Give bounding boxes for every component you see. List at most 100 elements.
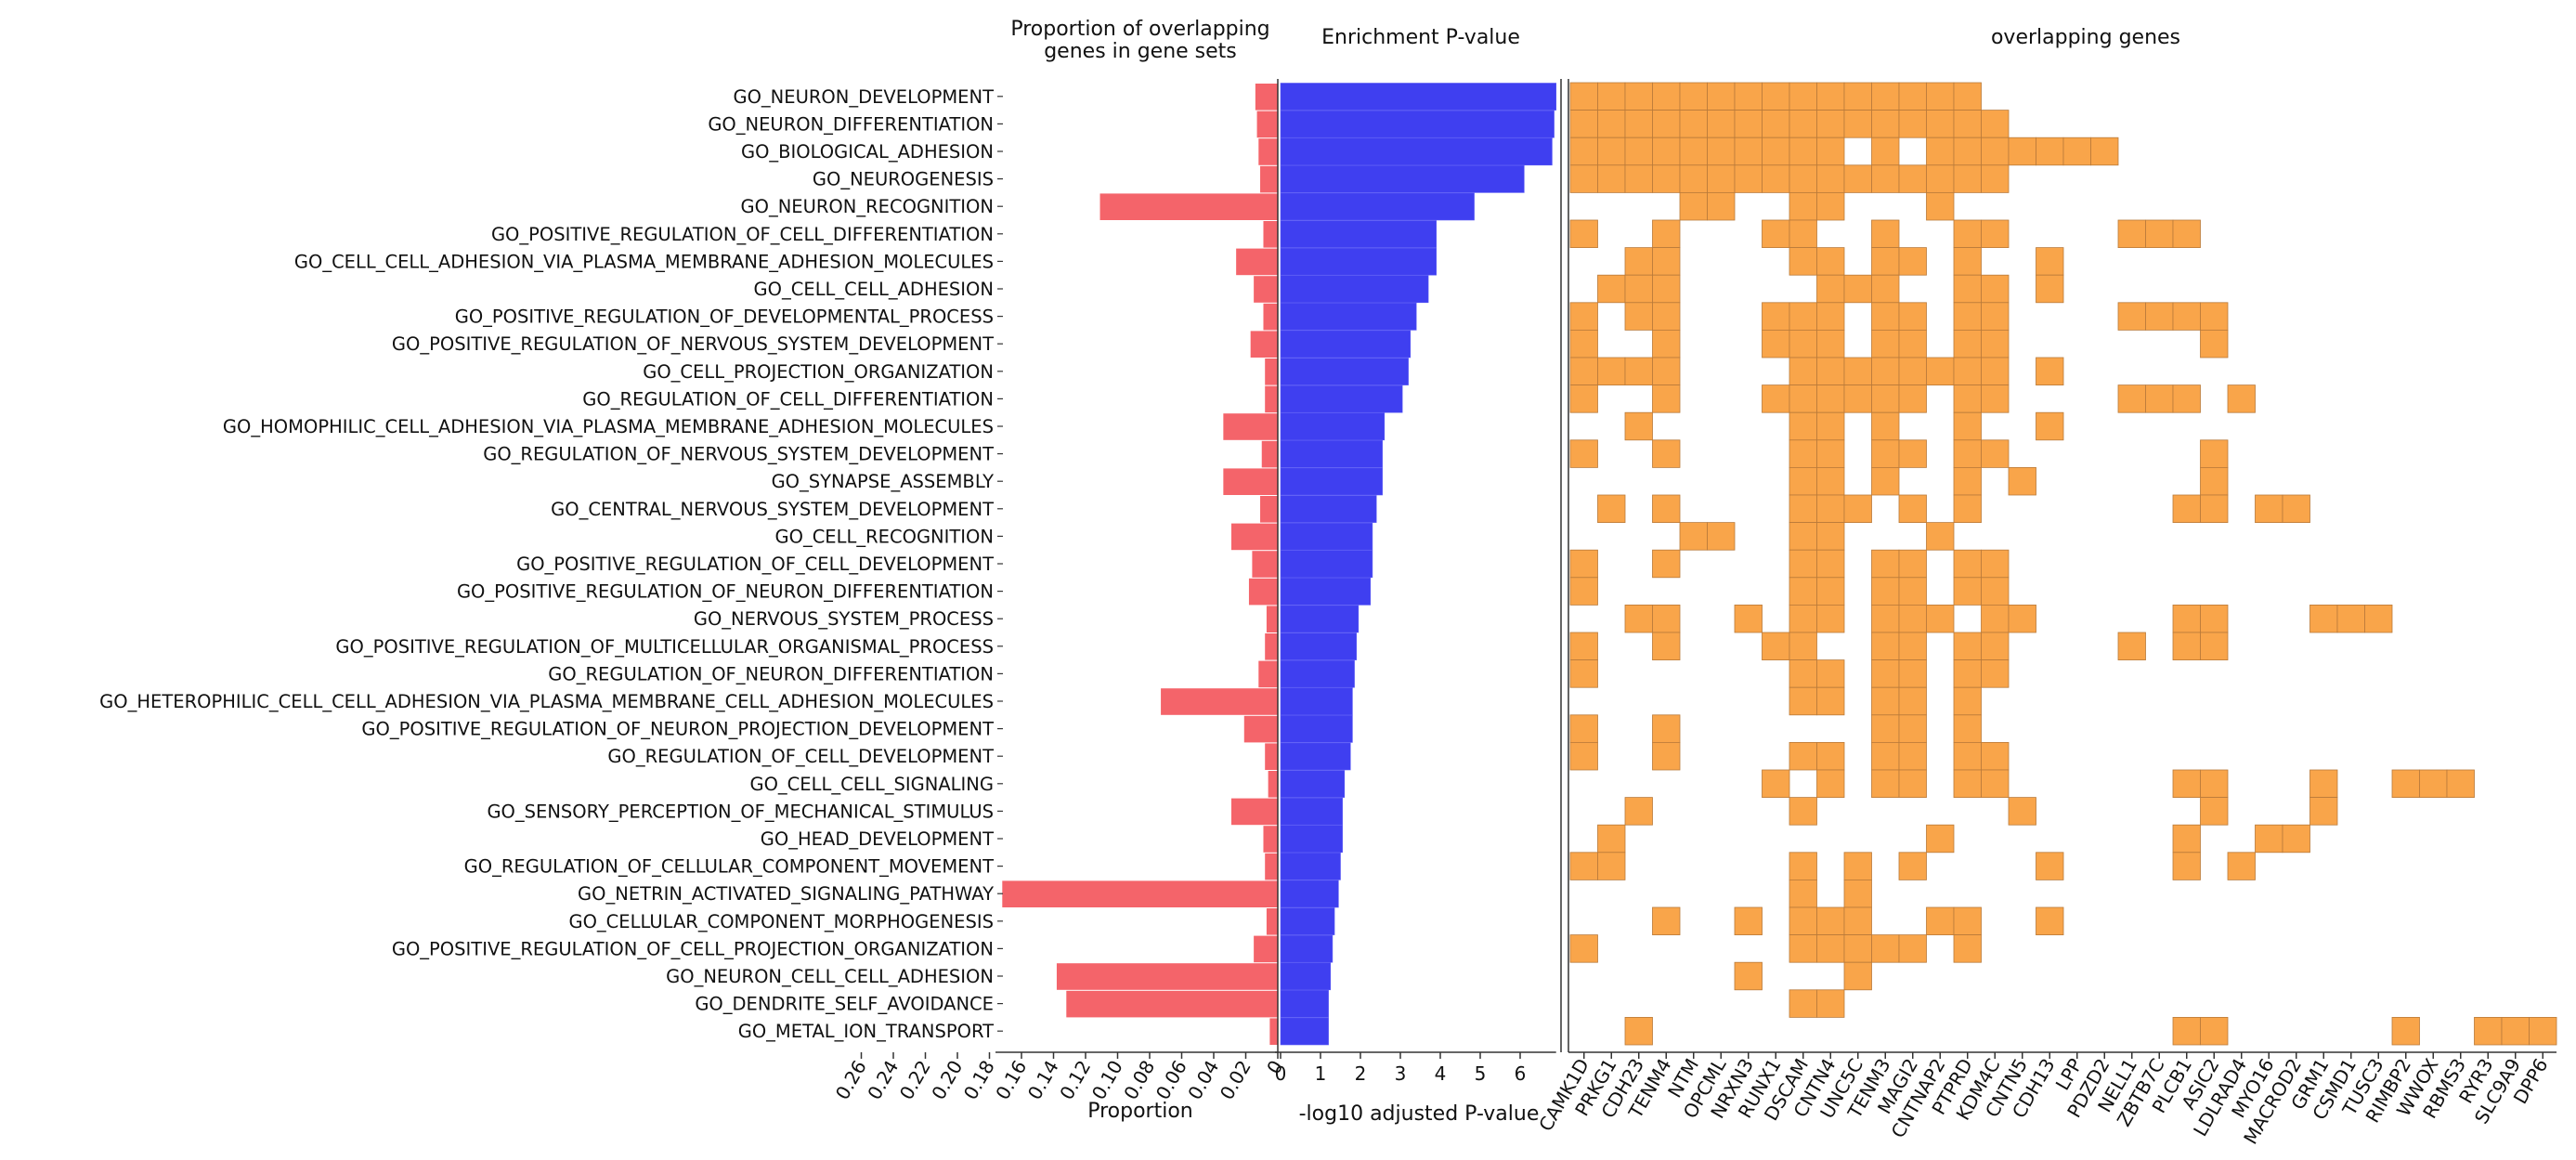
gene-overlap-cell [2008,605,2036,633]
gene-overlap-cell [1597,274,1626,304]
gene-overlap-cell [2172,384,2201,413]
gene-overlap-cell [1569,549,1598,579]
gene-overlap-cell [1953,632,1982,661]
gene-overlap-cell [1953,411,1982,441]
gene-overlap-cell [1569,110,1598,138]
gene-overlap-cell [2364,605,2393,633]
gene-overlap-cell [1789,906,1817,936]
go-term-labels: GO_NEURON_DEVELOPMENT GO_NEURON_DIFFERENT… [99,86,994,1042]
proportion-bar [1265,358,1278,385]
go-term-label: GO_CELL_RECOGNITION [774,526,994,547]
gene-overlap-cell [1624,1017,1653,1046]
gene-overlap-cell [1926,137,1955,166]
go-term-label: GO_POSITIVE_REGULATION_OF_MULTICELLULAR_… [335,636,994,658]
gene-overlap-cell [1843,110,1872,138]
gene-overlap-cell [1843,384,1872,413]
proportion-bar [1268,771,1278,798]
gene-overlap-cell [1624,411,1653,441]
gene-overlap-cell [1816,769,1845,799]
gene-overlap-cell [1569,439,1598,468]
proportion-bar [1263,303,1278,331]
gene-overlap-cell [1981,110,2010,138]
gene-overlap-cell [1789,934,1817,963]
gene-overlap-cell [1981,577,2010,606]
pvalue-bar [1280,962,1332,991]
gene-overlap-cell [1953,274,1982,304]
proportion-bar [1230,523,1278,551]
gene-overlap-cell [1816,605,1845,633]
gene-overlap-cell [1679,137,1708,166]
gene-overlap-cell [1981,659,2010,688]
gene-overlap-cell [1816,522,1845,551]
go-term-label: GO_CENTRAL_NERVOUS_SYSTEM_DEVELOPMENT [551,499,994,520]
gene-overlap-cell [1789,411,1817,441]
gene-overlap-cell [1569,714,1598,743]
gene-overlap-cell [1597,852,1626,880]
gene-overlap-cell [1652,274,1681,304]
go-term-label: GO_POSITIVE_REGULATION_OF_NERVOUS_SYSTEM… [392,333,994,355]
gene-overlap-cell [1762,82,1790,111]
gene-overlap-cell [2200,797,2229,826]
gene-overlap-cell [1981,302,2010,331]
gene-overlap-cell [1652,632,1681,661]
gene-overlap-cell [1926,605,1955,633]
gene-overlap-cell [1789,247,1817,276]
pvalue-bar [1280,358,1409,385]
gene-overlap-cell [1569,302,1598,331]
gene-overlap-cell [1652,357,1681,386]
go-term-label: GO_CELL_CELL_SIGNALING [749,774,994,795]
gene-overlap-cell [1624,357,1653,386]
gene-overlap-cell [1953,686,1982,716]
gene-overlap-cell [1624,274,1653,304]
gene-overlap-cell [1569,357,1598,386]
proportion-bar [1252,551,1278,578]
gene-overlap-cell [1843,164,1872,193]
gene-overlap-cell [1789,466,1817,496]
gene-overlap-cell [1871,577,1900,606]
gene-overlap-cell [2145,384,2174,413]
gene-overlap-cell [1789,357,1817,386]
gene-overlap-cell [2172,302,2201,331]
gene-overlap-cell [1843,934,1872,963]
gene-overlap-cell [1789,549,1817,579]
gene-overlap-cell [1898,164,1927,193]
gene-overlap-cell [1734,110,1763,138]
gene-overlap-cell [1871,247,1900,276]
gene-overlap-cell [1734,164,1763,193]
gene-overlap-cell [1953,82,1982,111]
gene-overlap-cell [1953,934,1982,963]
gene-overlap-cell [1652,439,1681,468]
enrichment-tick-label: 3 [1395,1062,1407,1085]
gene-overlap-cell [1597,357,1626,386]
go-term-label: GO_REGULATION_OF_CELL_DEVELOPMENT [607,746,994,767]
gene-overlap-cell [1926,191,1955,221]
gene-overlap-cell [2309,797,2338,826]
gene-overlap-cell [1926,906,1955,936]
gene-overlap-cell [2446,769,2475,799]
gene-overlap-cell [1569,82,1598,111]
gene-overlap-cell [1816,989,1845,1018]
gene-overlap-cell [1569,934,1598,963]
gene-overlap-cell [1871,934,1900,963]
gene-overlap-cell [2036,411,2064,441]
gene-overlap-cell [1953,137,1982,166]
proportion-bar [1265,385,1278,413]
gene-overlap-cell [1569,577,1598,606]
enrichment-tick-label: 0 [1275,1062,1287,1085]
gene-overlap-cell [1898,742,1927,771]
gene-overlap-cell [1981,439,2010,468]
gene-overlap-cell [2336,605,2365,633]
gene-overlap-cell [2036,357,2064,386]
gene-overlap-cell [1789,852,1817,880]
gene-overlap-cell [2172,605,2201,633]
gene-overlap-cell [1762,219,1790,249]
gene-overlap-cell [1652,219,1681,249]
gene-overlap-cell [2282,494,2310,524]
gene-overlap-cell [1871,742,1900,771]
gene-overlap-cell [1816,686,1845,716]
gene-overlap-cell [1898,659,1927,688]
pvalue-bar [1280,522,1373,551]
gene-overlap-cell [1652,605,1681,633]
go-term-label: GO_REGULATION_OF_CELLULAR_COMPONENT_MOVE… [464,856,994,878]
